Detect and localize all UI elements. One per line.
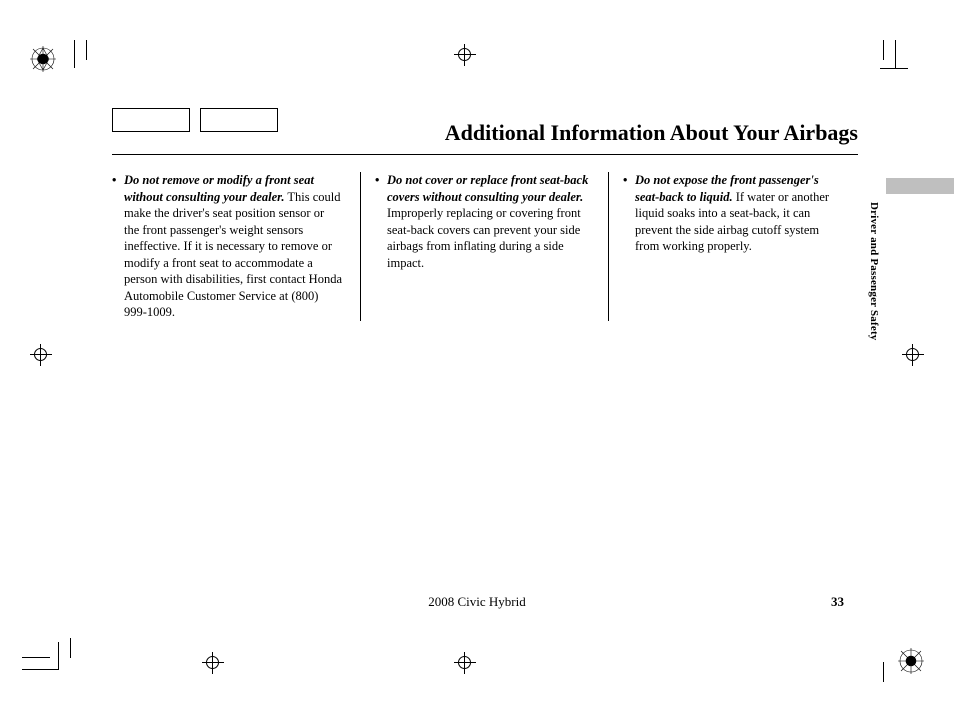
section-side-label: Driver and Passenger Safety: [868, 202, 880, 341]
registration-crosshair-icon: [902, 344, 924, 366]
bullet-lead: Do not cover or replace front seat-back …: [387, 173, 588, 204]
footer-page-number: 33: [831, 594, 844, 610]
registration-starburst-icon: [898, 648, 924, 674]
registration-starburst-icon: [30, 46, 56, 72]
bullet-rest: Improperly replacing or covering front s…: [387, 206, 581, 270]
bullet-rest: This could make the driver's seat positi…: [124, 190, 342, 320]
column-3: Do not expose the front passenger's seat…: [608, 172, 856, 321]
page-title: Additional Information About Your Airbag…: [112, 120, 858, 152]
title-rule: [112, 154, 858, 155]
body-columns: Do not remove or modify a front seat wit…: [112, 172, 856, 321]
registration-crosshair-icon: [30, 344, 52, 366]
column-1: Do not remove or modify a front seat wit…: [112, 172, 360, 321]
column-2: Do not cover or replace front seat-back …: [360, 172, 608, 321]
title-block: Additional Information About Your Airbag…: [112, 120, 858, 155]
section-tab: [886, 178, 954, 194]
registration-crosshair-icon: [454, 44, 476, 66]
bullet-item: Do not cover or replace front seat-back …: [375, 172, 590, 271]
registration-crosshair-icon: [454, 652, 476, 674]
footer-model-year: 2008 Civic Hybrid: [0, 594, 954, 610]
bullet-item: Do not remove or modify a front seat wit…: [112, 172, 342, 321]
registration-crosshair-icon: [202, 652, 224, 674]
manual-page: Additional Information About Your Airbag…: [0, 0, 954, 710]
bullet-item: Do not expose the front passenger's seat…: [623, 172, 838, 255]
